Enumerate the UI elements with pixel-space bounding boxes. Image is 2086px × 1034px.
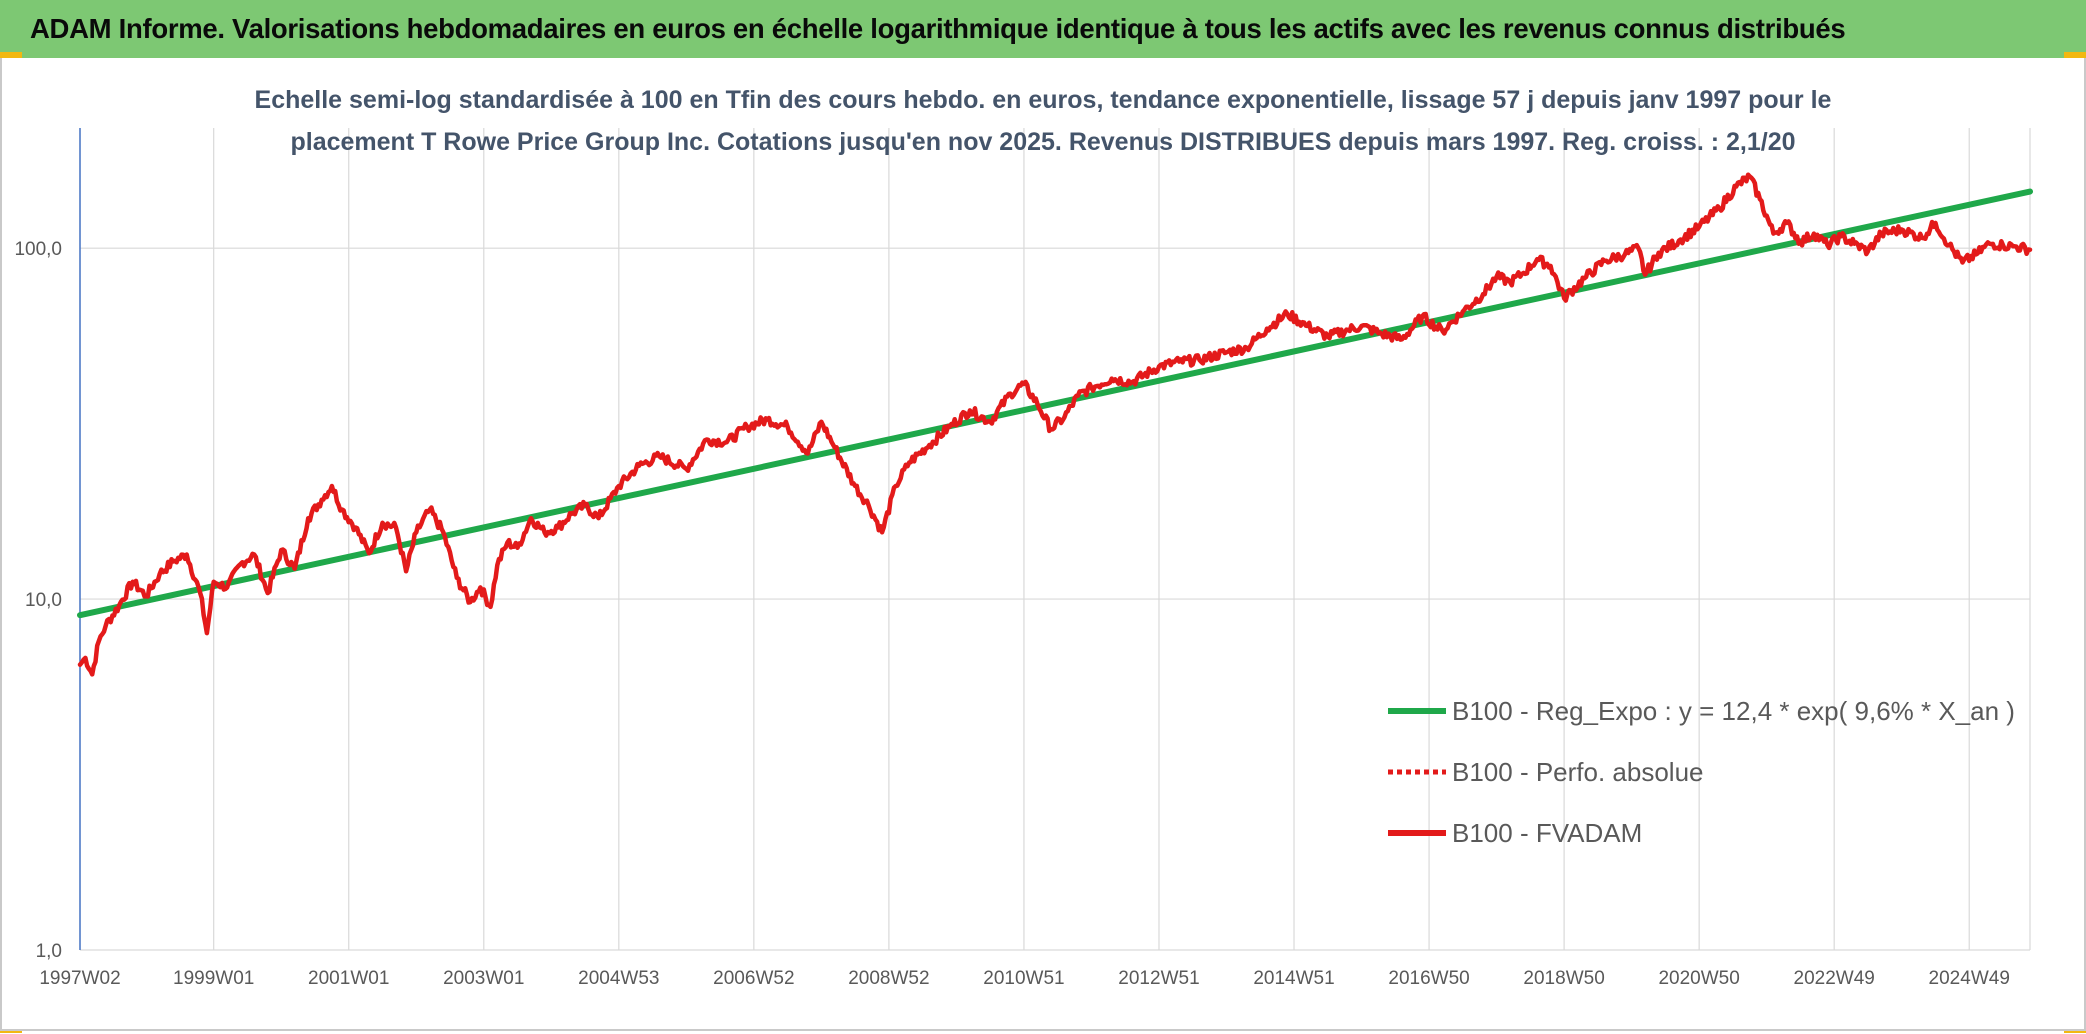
chart-frame: 1,0 10,0 100,0 1997W02 1999W01 2001W01 2003W0… xyxy=(0,58,2086,1031)
chart-title-line-1: Echelle semi-log standardisée à 100 en T… xyxy=(255,86,1832,114)
chart-title-line-2: placement T Rowe Price Group Inc. Cotati… xyxy=(290,128,1795,156)
x-tick-label: 2020W50 xyxy=(1658,968,1739,989)
report-banner: ADAM Informe. Valorisations hebdomadaire… xyxy=(0,0,2086,58)
chart-title: Echelle semi-log standardisée à 100 en T… xyxy=(255,86,1832,156)
x-tick-labels: 1997W02 1999W01 2001W01 2003W01 2004W53 2006W… xyxy=(39,968,2010,989)
series-layer xyxy=(77,172,2033,677)
report-title: ADAM Informe. Valorisations hebdomadaire… xyxy=(30,13,1846,44)
y-tick-label: 100,0 xyxy=(14,239,62,260)
x-tick-label: 2018W50 xyxy=(1523,968,1604,989)
x-tick-label: 2024W49 xyxy=(1929,968,2010,989)
x-tick-label: 2008W52 xyxy=(848,968,929,989)
x-tick-label: 2003W01 xyxy=(443,968,524,989)
x-tick-label: 1999W01 xyxy=(173,968,254,989)
x-tick-label: 2010W51 xyxy=(983,968,1064,989)
vertical-gridlines xyxy=(213,128,2031,950)
x-tick-label: 2022W49 xyxy=(1794,968,1875,989)
x-tick-label: 2014W51 xyxy=(1253,968,1334,989)
legend-label-regression: B100 - Reg_Expo : y = 12,4 * exp( 9,6% *… xyxy=(1452,696,2015,726)
legend: B100 - Reg_Expo : y = 12,4 * exp( 9,6% *… xyxy=(1388,696,2015,848)
x-tick-label: 2016W50 xyxy=(1388,968,1469,989)
series-line-fvadam xyxy=(77,172,2033,677)
x-tick-label: 1997W02 xyxy=(39,968,120,989)
x-tick-label: 2001W01 xyxy=(308,968,389,989)
y-tick-label: 10,0 xyxy=(25,590,62,611)
x-tick-label: 2006W52 xyxy=(713,968,794,989)
legend-label-perfo: B100 - Perfo. absolue xyxy=(1452,757,1704,787)
y-tick-labels: 1,0 10,0 100,0 xyxy=(14,239,62,962)
series-line-regression xyxy=(77,188,2033,619)
x-tick-label: 2004W53 xyxy=(578,968,659,989)
chart-canvas: 1,0 10,0 100,0 1997W02 1999W01 2001W01 2003W0… xyxy=(14,86,2033,989)
y-tick-label: 1,0 xyxy=(36,941,62,962)
horizontal-gridlines xyxy=(80,247,2030,951)
x-tick-label: 2012W51 xyxy=(1118,968,1199,989)
legend-label-fvadam: B100 - FVADAM xyxy=(1452,818,1642,848)
